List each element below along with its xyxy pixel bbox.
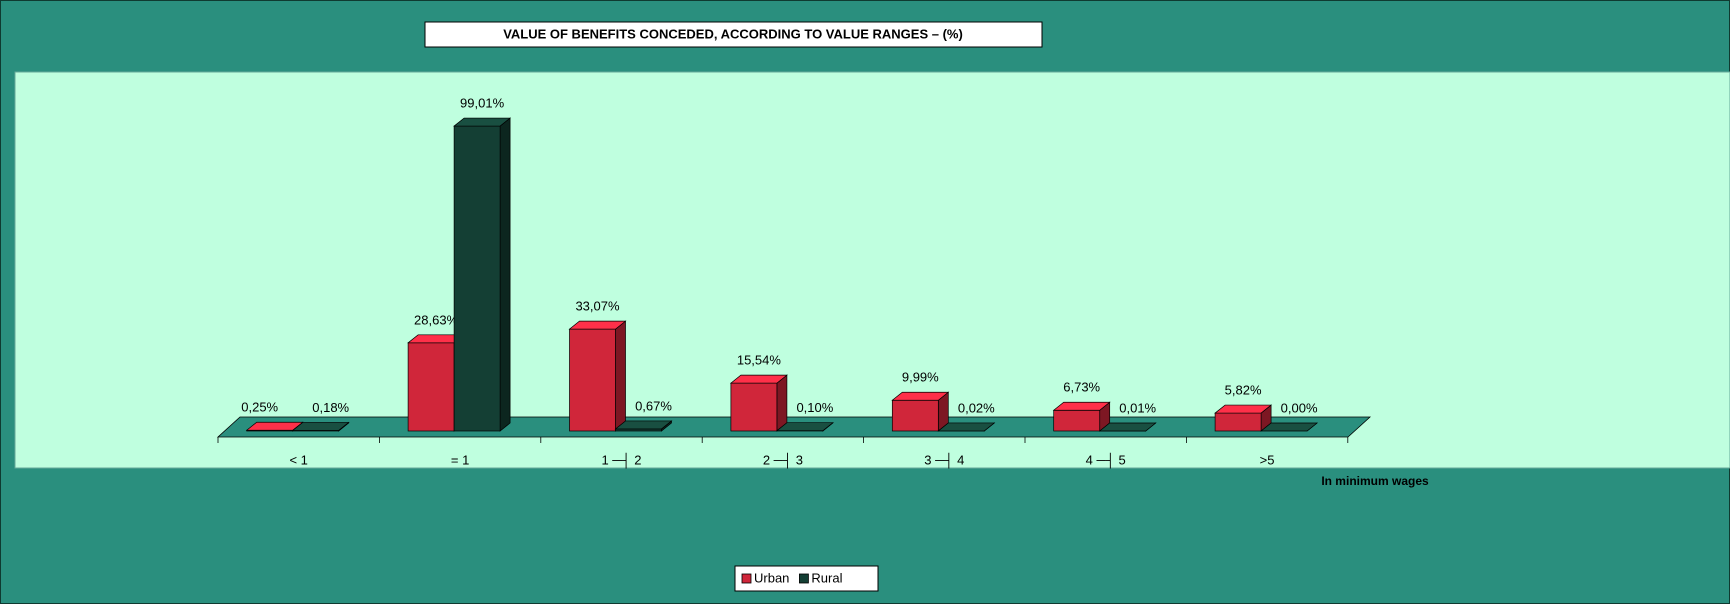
bar-top <box>293 422 349 430</box>
bar-front <box>892 400 938 431</box>
bar-front <box>408 343 454 431</box>
legend-swatch <box>799 574 808 583</box>
value-label: 0,02% <box>958 400 995 415</box>
x-tick-label: 2 ─┤ 3 <box>763 452 803 468</box>
x-tick-label: >5 <box>1260 452 1275 467</box>
x-axis-label: In minimum wages <box>1321 474 1429 488</box>
bar-top <box>1261 423 1317 431</box>
bar-front <box>454 126 500 431</box>
bar-top <box>1100 423 1156 431</box>
bar-top <box>777 423 833 431</box>
bar <box>777 423 833 431</box>
value-label: 9,99% <box>902 370 939 385</box>
bar-side <box>500 118 510 431</box>
bar-top <box>892 392 948 400</box>
x-tick-label: 4 ─┤ 5 <box>1086 452 1126 468</box>
x-tick-label: < 1 <box>289 452 307 467</box>
bar <box>1215 405 1271 431</box>
bar-top <box>616 421 672 429</box>
bar-side <box>616 321 626 431</box>
bar <box>454 118 510 431</box>
value-label: 99,01% <box>460 95 505 110</box>
legend-swatch <box>742 574 751 583</box>
bar <box>616 421 672 431</box>
value-label: 0,10% <box>796 400 833 415</box>
bar-side <box>777 375 787 431</box>
bar-top <box>454 118 510 126</box>
value-label: 28,63% <box>414 312 459 327</box>
bar-front <box>1215 413 1261 431</box>
bar-top <box>1054 402 1110 410</box>
x-tick-label: = 1 <box>451 452 469 467</box>
bar <box>731 375 787 431</box>
legend-label: Urban <box>754 570 789 585</box>
value-label: 5,82% <box>1225 383 1262 398</box>
value-label: 0,25% <box>241 400 278 415</box>
bar-top <box>938 423 994 431</box>
bar-front <box>1054 410 1100 431</box>
value-label: 33,07% <box>575 299 620 314</box>
bar-front <box>570 329 616 431</box>
bar <box>892 392 948 431</box>
x-tick-label: 1 ─┤ 2 <box>601 452 641 468</box>
bar <box>293 422 349 431</box>
value-label: 6,73% <box>1063 380 1100 395</box>
bar <box>1054 402 1110 431</box>
bar <box>1261 423 1317 431</box>
legend-label: Rural <box>811 570 842 585</box>
bar-front <box>731 383 777 431</box>
bar <box>570 321 626 431</box>
bar <box>1100 423 1156 431</box>
bar <box>938 423 994 431</box>
value-label: 15,54% <box>737 353 782 368</box>
x-tick-label: 3 ─┤ 4 <box>924 452 964 468</box>
bar-top <box>1215 405 1271 413</box>
bar-top <box>570 321 626 329</box>
bar-top <box>731 375 787 383</box>
value-label: 0,67% <box>635 398 672 413</box>
value-label: 0,00% <box>1281 400 1318 415</box>
value-label: 0,01% <box>1119 400 1156 415</box>
chart-title: VALUE OF BENEFITS CONCEDED, ACCORDING TO… <box>503 26 963 41</box>
value-label: 0,18% <box>312 400 349 415</box>
